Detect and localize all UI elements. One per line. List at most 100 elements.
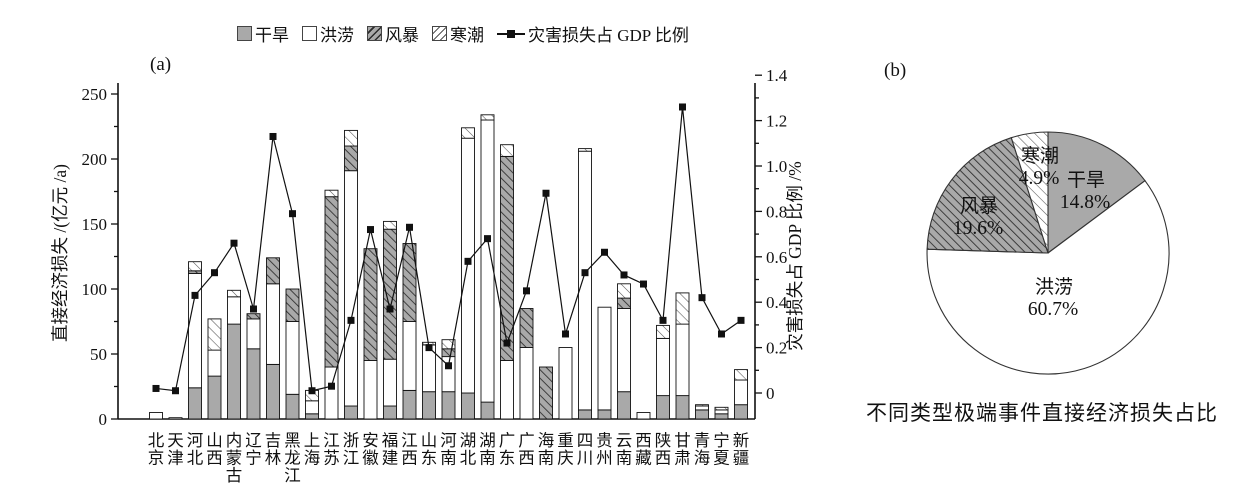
- svg-text:0.6: 0.6: [766, 248, 787, 267]
- bar-segment: [617, 391, 631, 420]
- bar-segment: [227, 296, 241, 325]
- bar-segment: [441, 391, 456, 420]
- gdp-marker: [425, 344, 433, 352]
- bar-segment: [149, 412, 163, 420]
- svg-text:龙: 龙: [284, 449, 301, 468]
- bar-segment: [578, 409, 592, 420]
- bar-segment: [695, 405, 709, 411]
- svg-text:苏: 苏: [323, 449, 340, 468]
- bar-segment: [402, 389, 417, 420]
- panel-a: 0 50 100 150 200 250 0 0.2 0.4 0.6 0.8 1.0 1.2 1.4 直接经…: [50, 66, 805, 485]
- svg-text:江: 江: [284, 466, 301, 485]
- bar-segment: [500, 144, 514, 157]
- svg-text:洪涝: 洪涝: [1035, 276, 1073, 298]
- svg-text:宁: 宁: [713, 431, 730, 450]
- svg-text:海: 海: [694, 449, 711, 468]
- svg-text:直接经济损失 /(亿元 /a): 直接经济损失 /(亿元 /a): [50, 164, 70, 342]
- bar-segment: [266, 283, 280, 365]
- svg-text:蒙: 蒙: [226, 449, 243, 468]
- gdp-marker: [386, 305, 394, 313]
- bar-segment: [461, 127, 475, 139]
- svg-text:甘: 甘: [674, 431, 691, 450]
- bar-segment: [597, 409, 612, 420]
- svg-text:1.2: 1.2: [766, 112, 787, 131]
- svg-text:青: 青: [694, 431, 711, 450]
- svg-text:川: 川: [577, 449, 594, 468]
- bar-segment: [695, 409, 709, 420]
- svg-text:250: 250: [82, 85, 108, 104]
- svg-text:安: 安: [362, 431, 379, 450]
- bar-segment: [402, 243, 417, 322]
- bar-segment: [207, 318, 222, 351]
- gdp-marker: [581, 269, 589, 277]
- bar-segment: [617, 297, 631, 309]
- svg-text:寒潮: 寒潮: [1021, 145, 1059, 167]
- gdp-marker: [269, 132, 277, 140]
- bar-segment: [383, 358, 397, 407]
- svg-text:0: 0: [99, 410, 108, 429]
- bar-segment: [246, 313, 261, 320]
- bar-segment: [227, 323, 241, 420]
- svg-text:湖: 湖: [460, 431, 477, 450]
- bar-segment: [246, 348, 261, 420]
- svg-text:100: 100: [82, 280, 108, 299]
- gdp-marker: [737, 316, 745, 324]
- svg-text:0.8: 0.8: [766, 202, 787, 221]
- svg-text:陕: 陕: [655, 431, 672, 450]
- gdp-marker: [445, 362, 452, 370]
- bar-segment: [305, 400, 319, 415]
- svg-text:州: 州: [596, 449, 613, 468]
- bar-segment: [539, 366, 553, 420]
- gdp-marker: [367, 226, 374, 234]
- svg-text:60.7%: 60.7%: [1028, 299, 1078, 320]
- svg-text:西: 西: [401, 449, 418, 468]
- svg-text:南: 南: [440, 449, 457, 468]
- legend-label-drought: 干旱: [255, 26, 289, 45]
- svg-text:北: 北: [148, 431, 165, 450]
- gdp-marker: [308, 387, 316, 395]
- svg-text:50: 50: [90, 345, 107, 364]
- svg-text:江: 江: [401, 431, 418, 450]
- bar-segment: [578, 148, 592, 152]
- svg-text:山: 山: [206, 431, 223, 450]
- bar-segment: [675, 292, 690, 325]
- bar-segment: [656, 324, 670, 339]
- svg-text:0.2: 0.2: [766, 339, 787, 358]
- svg-text:贵: 贵: [596, 431, 613, 450]
- svg-text:风暴: 风暴: [960, 196, 998, 217]
- svg-text:江: 江: [323, 431, 340, 450]
- bar-segment: [363, 360, 378, 420]
- svg-text:吉: 吉: [265, 431, 282, 450]
- legend-item-flood: 洪涝: [302, 21, 354, 46]
- pie-caption: 不同类型极端事件直接经济损失占比: [866, 401, 1218, 425]
- bar-segment: [675, 395, 690, 420]
- svg-text:内: 内: [226, 431, 243, 450]
- bar-segment: [734, 369, 748, 381]
- bar-segment: [344, 145, 358, 172]
- bar-segment: [675, 323, 690, 397]
- bar-segment: [344, 405, 358, 420]
- gdp-marker: [347, 316, 355, 324]
- gdp-marker: [718, 330, 725, 338]
- flood-swatch-icon: [302, 26, 317, 41]
- svg-text:徽: 徽: [362, 449, 379, 468]
- bar-segment: [266, 363, 280, 420]
- pie-slice-3: [1010, 131, 1049, 254]
- svg-text:津: 津: [167, 449, 184, 468]
- line-marker-icon: [497, 26, 525, 41]
- legend-label-storm: 风暴: [385, 26, 419, 45]
- gdp-marker: [562, 330, 569, 338]
- bar-segment: [266, 257, 280, 285]
- svg-text:1.0: 1.0: [766, 157, 787, 176]
- bar-segment: [519, 308, 534, 348]
- svg-text:0: 0: [766, 384, 775, 403]
- gdp-marker: [601, 248, 608, 256]
- legend-item-drought: 干旱: [237, 21, 289, 46]
- svg-text:西: 西: [206, 449, 223, 468]
- svg-text:灾害损失占 GDP 比例 /%: 灾害损失占 GDP 比例 /%: [785, 161, 805, 350]
- legend-item-storm: 风暴: [367, 21, 419, 46]
- bar-segment: [188, 387, 202, 420]
- svg-text:广: 广: [518, 431, 535, 450]
- gdp-marker: [679, 103, 686, 111]
